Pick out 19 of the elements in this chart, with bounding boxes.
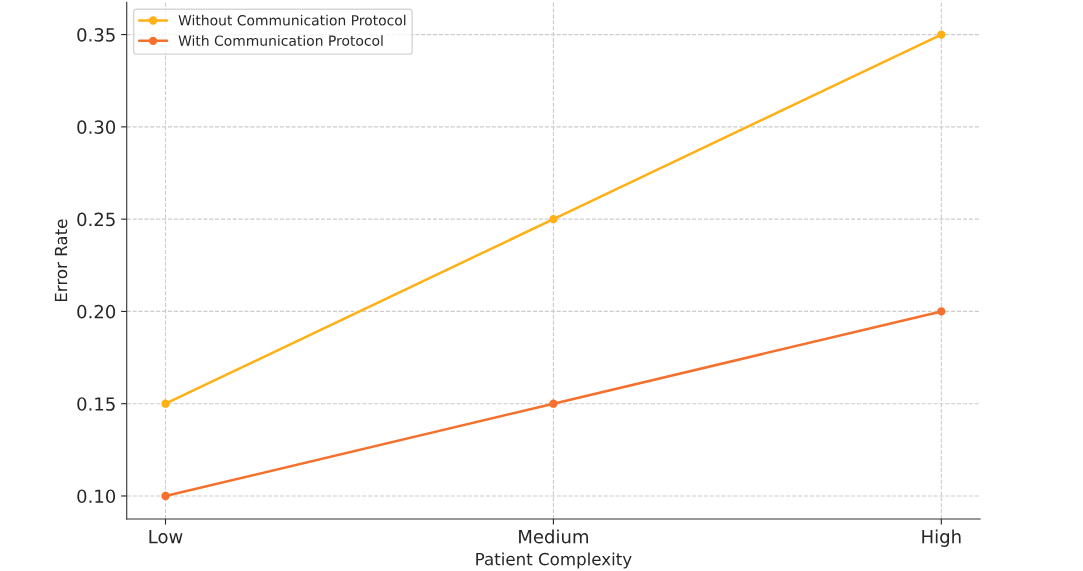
y-tick-label: 0.25 [77, 212, 115, 227]
point [549, 399, 558, 408]
x-tick-label: Low [149, 530, 183, 544]
point [161, 399, 170, 408]
point [549, 214, 558, 224]
x-tick-label: High [922, 529, 961, 547]
point [161, 491, 170, 501]
y-tick-label: 0.15 [77, 397, 115, 411]
x-tick-label: Medium [519, 529, 588, 544]
x-axis-title: Patient Complexity [476, 552, 632, 569]
y-tick-label: 0.20 [77, 304, 116, 319]
y-tick-label: 0.30 [77, 120, 116, 134]
point [937, 307, 946, 316]
y-tick-label: 0.10 [77, 489, 116, 504]
legend-label: With Communication Protocol [178, 35, 383, 46]
y-axis-title: Error Rate [54, 219, 68, 302]
legend-label: Without Communication Protocol [178, 14, 406, 26]
y-tick-label: 0.35 [77, 28, 115, 42]
point [937, 30, 946, 39]
